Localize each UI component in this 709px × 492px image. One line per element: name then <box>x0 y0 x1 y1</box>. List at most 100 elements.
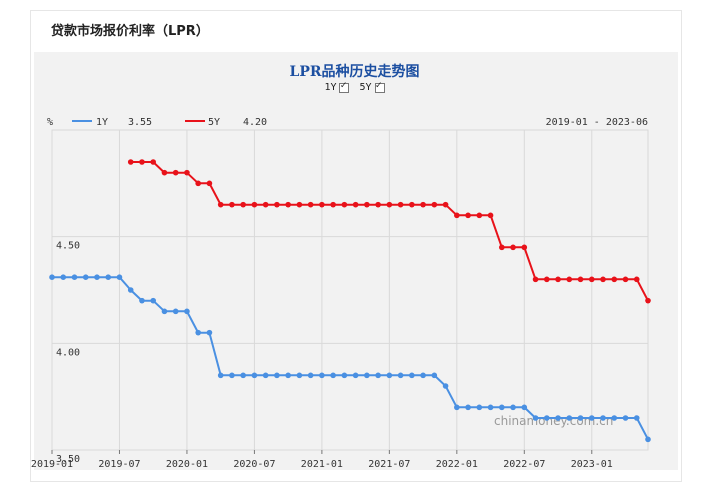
y-tick-label: 3.50 <box>56 454 80 465</box>
data-point-1y <box>622 415 629 421</box>
data-point-1y <box>60 274 67 281</box>
data-point-1y <box>127 287 134 293</box>
data-point-1y <box>543 415 550 421</box>
data-point-1y <box>262 372 269 379</box>
data-point-1y <box>532 415 539 421</box>
data-point-1y <box>352 372 359 379</box>
data-point-5y <box>251 201 258 208</box>
data-point-1y <box>442 383 449 389</box>
data-point-1y <box>82 274 89 281</box>
data-point-1y <box>319 372 325 379</box>
data-point-1y <box>431 372 438 379</box>
toggle-1y-checkbox[interactable] <box>339 80 350 93</box>
data-point-1y <box>116 274 123 281</box>
data-point-1y <box>611 415 618 421</box>
data-point-5y <box>465 212 471 219</box>
toggle-5y-checkbox[interactable] <box>374 80 385 93</box>
toggle-5y-label: 5Y <box>359 82 372 93</box>
data-point-5y <box>217 201 224 208</box>
data-point-1y <box>566 415 573 421</box>
x-tick-label: 2023-01 <box>571 459 613 470</box>
data-point-5y <box>476 212 483 219</box>
data-point-5y <box>420 201 426 208</box>
data-point-5y <box>442 201 449 208</box>
data-point-1y <box>195 329 201 336</box>
data-point-1y <box>296 372 303 379</box>
data-point-5y <box>172 169 179 176</box>
data-point-1y <box>229 372 235 379</box>
data-point-1y <box>487 404 494 411</box>
data-point-5y <box>499 244 505 251</box>
data-point-5y <box>206 180 213 187</box>
data-point-5y <box>611 276 618 283</box>
data-point-5y <box>566 276 573 283</box>
data-point-5y <box>307 201 314 208</box>
data-point-5y <box>622 276 629 283</box>
data-point-5y <box>375 201 381 208</box>
data-point-1y <box>633 415 640 421</box>
data-point-1y <box>307 372 314 379</box>
data-point-5y <box>645 297 651 304</box>
legend-value-1y: 3.55 <box>128 117 152 128</box>
data-point-5y <box>229 201 235 208</box>
data-point-5y <box>521 244 528 251</box>
y-tick-label: 4.50 <box>56 241 80 252</box>
data-point-1y <box>510 404 516 411</box>
data-point-1y <box>397 372 404 379</box>
x-tick-label: 2022-07 <box>503 459 545 470</box>
page-title: 贷款市场报价利率（LPR） <box>51 24 209 39</box>
data-point-1y <box>577 415 584 421</box>
data-point-5y <box>588 276 595 283</box>
plot-area <box>51 129 649 451</box>
data-point-1y <box>499 404 505 411</box>
data-point-1y <box>49 274 55 281</box>
data-point-5y <box>352 201 359 208</box>
legend-value-5y: 4.20 <box>243 117 267 128</box>
data-point-5y <box>487 212 494 219</box>
data-point-1y <box>386 372 393 379</box>
data-point-1y <box>94 274 100 281</box>
data-point-5y <box>274 201 280 208</box>
data-point-5y <box>127 159 134 165</box>
x-tick-label: 2021-07 <box>368 459 410 470</box>
data-point-1y <box>375 372 381 379</box>
data-point-5y <box>532 276 539 283</box>
data-point-1y <box>285 372 291 379</box>
data-point-1y <box>409 372 415 379</box>
toggle-1y[interactable]: 1Y <box>324 80 350 93</box>
data-point-1y <box>454 404 460 411</box>
data-point-1y <box>645 436 651 443</box>
data-point-1y <box>184 308 190 315</box>
data-point-1y <box>341 372 348 379</box>
x-tick-label: 2019-07 <box>98 459 140 470</box>
data-point-1y <box>172 308 179 315</box>
x-tick-label: 2022-01 <box>436 459 478 470</box>
data-point-1y <box>521 404 528 411</box>
toggle-5y[interactable]: 5Y <box>359 80 385 93</box>
data-point-5y <box>139 159 145 165</box>
data-point-1y <box>588 415 595 421</box>
data-point-5y <box>296 201 303 208</box>
legend-name-5y: 5Y <box>208 117 220 128</box>
chart-title: LPR品种历史走势图 <box>289 64 420 80</box>
data-point-1y <box>251 372 258 379</box>
data-point-5y <box>577 276 584 283</box>
legend-name-1y: 1Y <box>96 117 108 128</box>
x-tick-label: 2021-01 <box>301 459 343 470</box>
x-tick-label: 2019-01 <box>31 459 73 470</box>
data-point-1y <box>217 372 224 379</box>
data-point-1y <box>420 372 426 379</box>
data-point-5y <box>240 201 246 208</box>
data-point-5y <box>364 201 370 208</box>
data-point-5y <box>184 169 190 176</box>
data-point-1y <box>150 297 157 304</box>
data-point-5y <box>262 201 269 208</box>
data-point-1y <box>465 404 471 411</box>
date-range-label: 2019-01 - 2023-06 <box>546 117 648 128</box>
data-point-5y <box>341 201 348 208</box>
data-point-5y <box>330 201 336 208</box>
data-point-5y <box>397 201 404 208</box>
data-point-1y <box>555 415 561 421</box>
data-point-5y <box>454 212 460 219</box>
